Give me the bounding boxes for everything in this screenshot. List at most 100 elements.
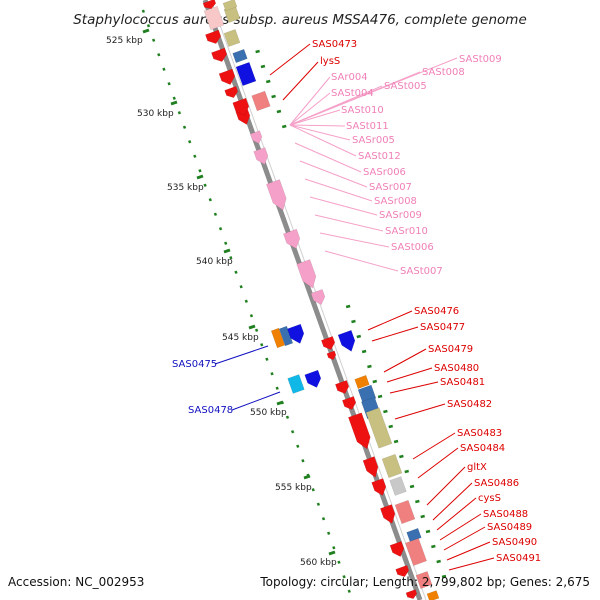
gene-feature [211, 47, 228, 62]
scale-tick [218, 227, 223, 231]
gene-label: SASr006 [363, 167, 406, 178]
gene-feature [222, 0, 238, 12]
scale-tick [203, 183, 207, 187]
scale-tick [321, 517, 326, 521]
scale-label-545: 545 kbp [222, 333, 259, 343]
scale-tick [377, 394, 383, 399]
scale-tick [399, 454, 404, 459]
scale-tick [213, 212, 218, 216]
scale-tick [425, 529, 431, 534]
scale-tick [361, 349, 367, 354]
scale-tick [249, 314, 254, 318]
gene-label: SAS0482 [447, 399, 492, 410]
scale-tick [265, 79, 271, 84]
gene-label: SASr007 [369, 182, 412, 193]
gene-label: SASt008 [422, 67, 465, 78]
scale-tick [431, 544, 436, 549]
leader-line [443, 526, 486, 551]
scale-tick [234, 270, 238, 274]
scale-tick [296, 444, 300, 448]
scale-tick [193, 154, 197, 158]
leader-line [389, 381, 439, 394]
gene-features [202, 0, 440, 600]
gene-label: SAS0473 [312, 39, 357, 50]
gene-feature [348, 412, 371, 450]
scale-tick [332, 546, 336, 550]
gene-label: SASr005 [352, 135, 395, 146]
leader-line [289, 109, 341, 126]
gene-labels-upper: SAS0473 lysS [312, 39, 357, 67]
gene-labels-left: SAS0475 SAS0478 [172, 359, 233, 416]
scale-tick [415, 499, 420, 504]
scale-tick [291, 430, 295, 434]
scale-tick [356, 334, 362, 339]
leader-line [314, 214, 384, 232]
gene-feature [389, 476, 407, 496]
scale-tick [367, 364, 372, 369]
scale-tick [393, 439, 399, 444]
gene-feature [249, 130, 263, 144]
scale-tick [244, 299, 248, 303]
gene-label: SAS0491 [496, 553, 541, 564]
leader-line [386, 367, 433, 383]
leader-line [289, 124, 346, 127]
scale-tick [271, 94, 276, 99]
gene-label: SAS0480 [434, 363, 479, 374]
gene-feature [287, 374, 305, 394]
leader-line [289, 85, 383, 126]
leader-line [371, 326, 419, 342]
gene-label: SAS0488 [483, 509, 528, 520]
scale-tick [351, 319, 356, 324]
gene-label: SASt005 [384, 81, 427, 92]
scale-tick [301, 459, 305, 463]
accession-text: Accession: NC_002953 [8, 575, 144, 589]
leader-line [448, 557, 495, 571]
scale-tick [388, 424, 394, 429]
scale-label-525: 525 kbp [106, 36, 143, 46]
gene-feature [335, 380, 350, 394]
scale-tick [285, 415, 290, 419]
scale-tick [316, 502, 320, 506]
gene-feature [270, 327, 286, 349]
scale-tick [146, 24, 151, 28]
gene-feature [251, 90, 271, 112]
scale-tick [327, 531, 331, 535]
scale-tick [270, 372, 274, 376]
gene-feature [337, 329, 356, 352]
topology-text: Topology: circular; Length: 2,799,802 bp… [259, 575, 590, 589]
gene-label: SASt010 [341, 105, 384, 116]
gene-feature [342, 396, 357, 410]
scale-tick [347, 589, 351, 593]
leader-line [231, 391, 281, 411]
gene-feature [371, 478, 387, 496]
gene-feature [379, 504, 396, 524]
scale-tick [404, 469, 410, 474]
gene-label: SASt006 [391, 242, 434, 253]
gene-feature [395, 564, 410, 578]
gene-feature [381, 453, 403, 479]
leader-line [367, 310, 413, 331]
scale-tick [311, 488, 315, 492]
gene-feature [278, 325, 294, 347]
scale-label-560: 560 kbp [300, 558, 337, 568]
gene-feature [365, 407, 393, 449]
gene-feature [266, 179, 287, 211]
gene-label: SASr010 [385, 226, 428, 237]
gene-feature [287, 323, 305, 344]
gene-label: SAS0490 [492, 537, 537, 548]
leader-line [436, 497, 477, 531]
gene-feature [326, 350, 337, 361]
scale-tick-major [328, 550, 336, 556]
scale-tick [167, 82, 171, 86]
gene-feature [202, 0, 217, 10]
gene-labels-rna: SASt009 SASt008 SAr004 SASt005 SASt004 S… [331, 54, 502, 277]
leader-line [412, 432, 456, 460]
leader-line [446, 541, 491, 561]
gene-label: SAS0477 [420, 322, 465, 333]
scale-tick [172, 96, 176, 100]
leader-line [417, 447, 459, 479]
scale-tick [337, 560, 341, 564]
gene-feature [389, 541, 405, 557]
scale-tick [188, 140, 192, 144]
scale-tick [182, 125, 187, 129]
